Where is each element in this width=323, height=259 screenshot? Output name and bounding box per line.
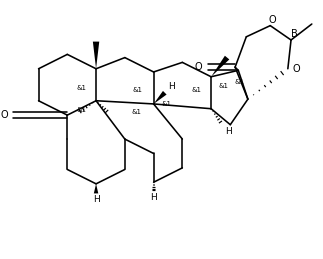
- Text: &1: &1: [192, 87, 202, 92]
- Text: O: O: [292, 64, 300, 74]
- Text: &1: &1: [162, 101, 172, 107]
- Text: H: H: [93, 195, 99, 204]
- Text: &1: &1: [131, 109, 141, 115]
- Polygon shape: [94, 184, 98, 193]
- Text: H: H: [168, 82, 174, 91]
- Polygon shape: [154, 91, 167, 104]
- Text: &1: &1: [77, 85, 87, 91]
- Polygon shape: [93, 42, 99, 69]
- Text: O: O: [1, 110, 8, 120]
- Text: &1: &1: [77, 107, 87, 113]
- Text: H: H: [225, 127, 232, 136]
- Text: O: O: [194, 62, 202, 72]
- Text: &1: &1: [133, 87, 143, 92]
- Text: &1: &1: [219, 83, 229, 89]
- Polygon shape: [211, 56, 229, 77]
- Text: B: B: [291, 29, 298, 39]
- Text: H: H: [150, 193, 157, 202]
- Text: &1: &1: [235, 78, 245, 84]
- Text: O: O: [268, 15, 276, 25]
